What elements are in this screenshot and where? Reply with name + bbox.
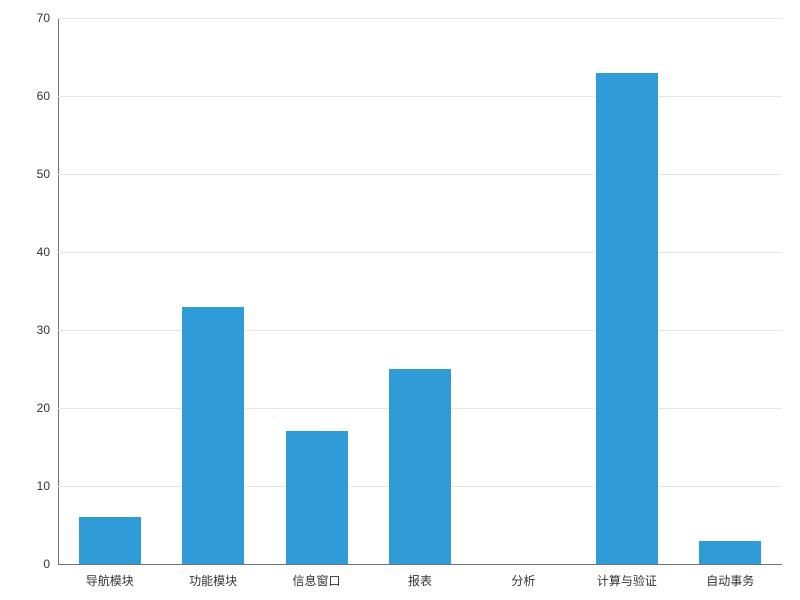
plot-area: 010203040506070导航模块功能模块信息窗口报表分析计算与验证自动事务: [58, 18, 782, 564]
y-tick-label: 50: [37, 167, 58, 181]
bar: [699, 541, 761, 564]
y-tick-label: 0: [43, 557, 58, 571]
x-tick-label: 自动事务: [706, 564, 754, 589]
x-tick-label: 信息窗口: [293, 564, 341, 589]
y-tick-label: 70: [37, 11, 58, 25]
y-tick-label: 60: [37, 89, 58, 103]
x-tick-label: 报表: [408, 564, 432, 589]
x-tick-label: 分析: [511, 564, 535, 589]
bar: [389, 369, 451, 564]
x-tick-label: 导航模块: [86, 564, 134, 589]
y-tick-label: 10: [37, 479, 58, 493]
bar: [286, 431, 348, 564]
y-tick-label: 30: [37, 323, 58, 337]
bar-chart: 0 10 20 30 40 50 60 70 导航模块 功能模块 信息窗口 报表 分析 计算与验证 自动事务: [0, 0, 800, 600]
y-tick-label: 40: [37, 245, 58, 259]
bar: [182, 307, 244, 564]
bars-container: [58, 18, 782, 564]
x-tick-label: 计算与验证: [597, 564, 657, 589]
bar: [596, 73, 658, 564]
x-tick-label: 功能模块: [189, 564, 237, 589]
bar: [79, 517, 141, 564]
y-tick-label: 20: [37, 401, 58, 415]
